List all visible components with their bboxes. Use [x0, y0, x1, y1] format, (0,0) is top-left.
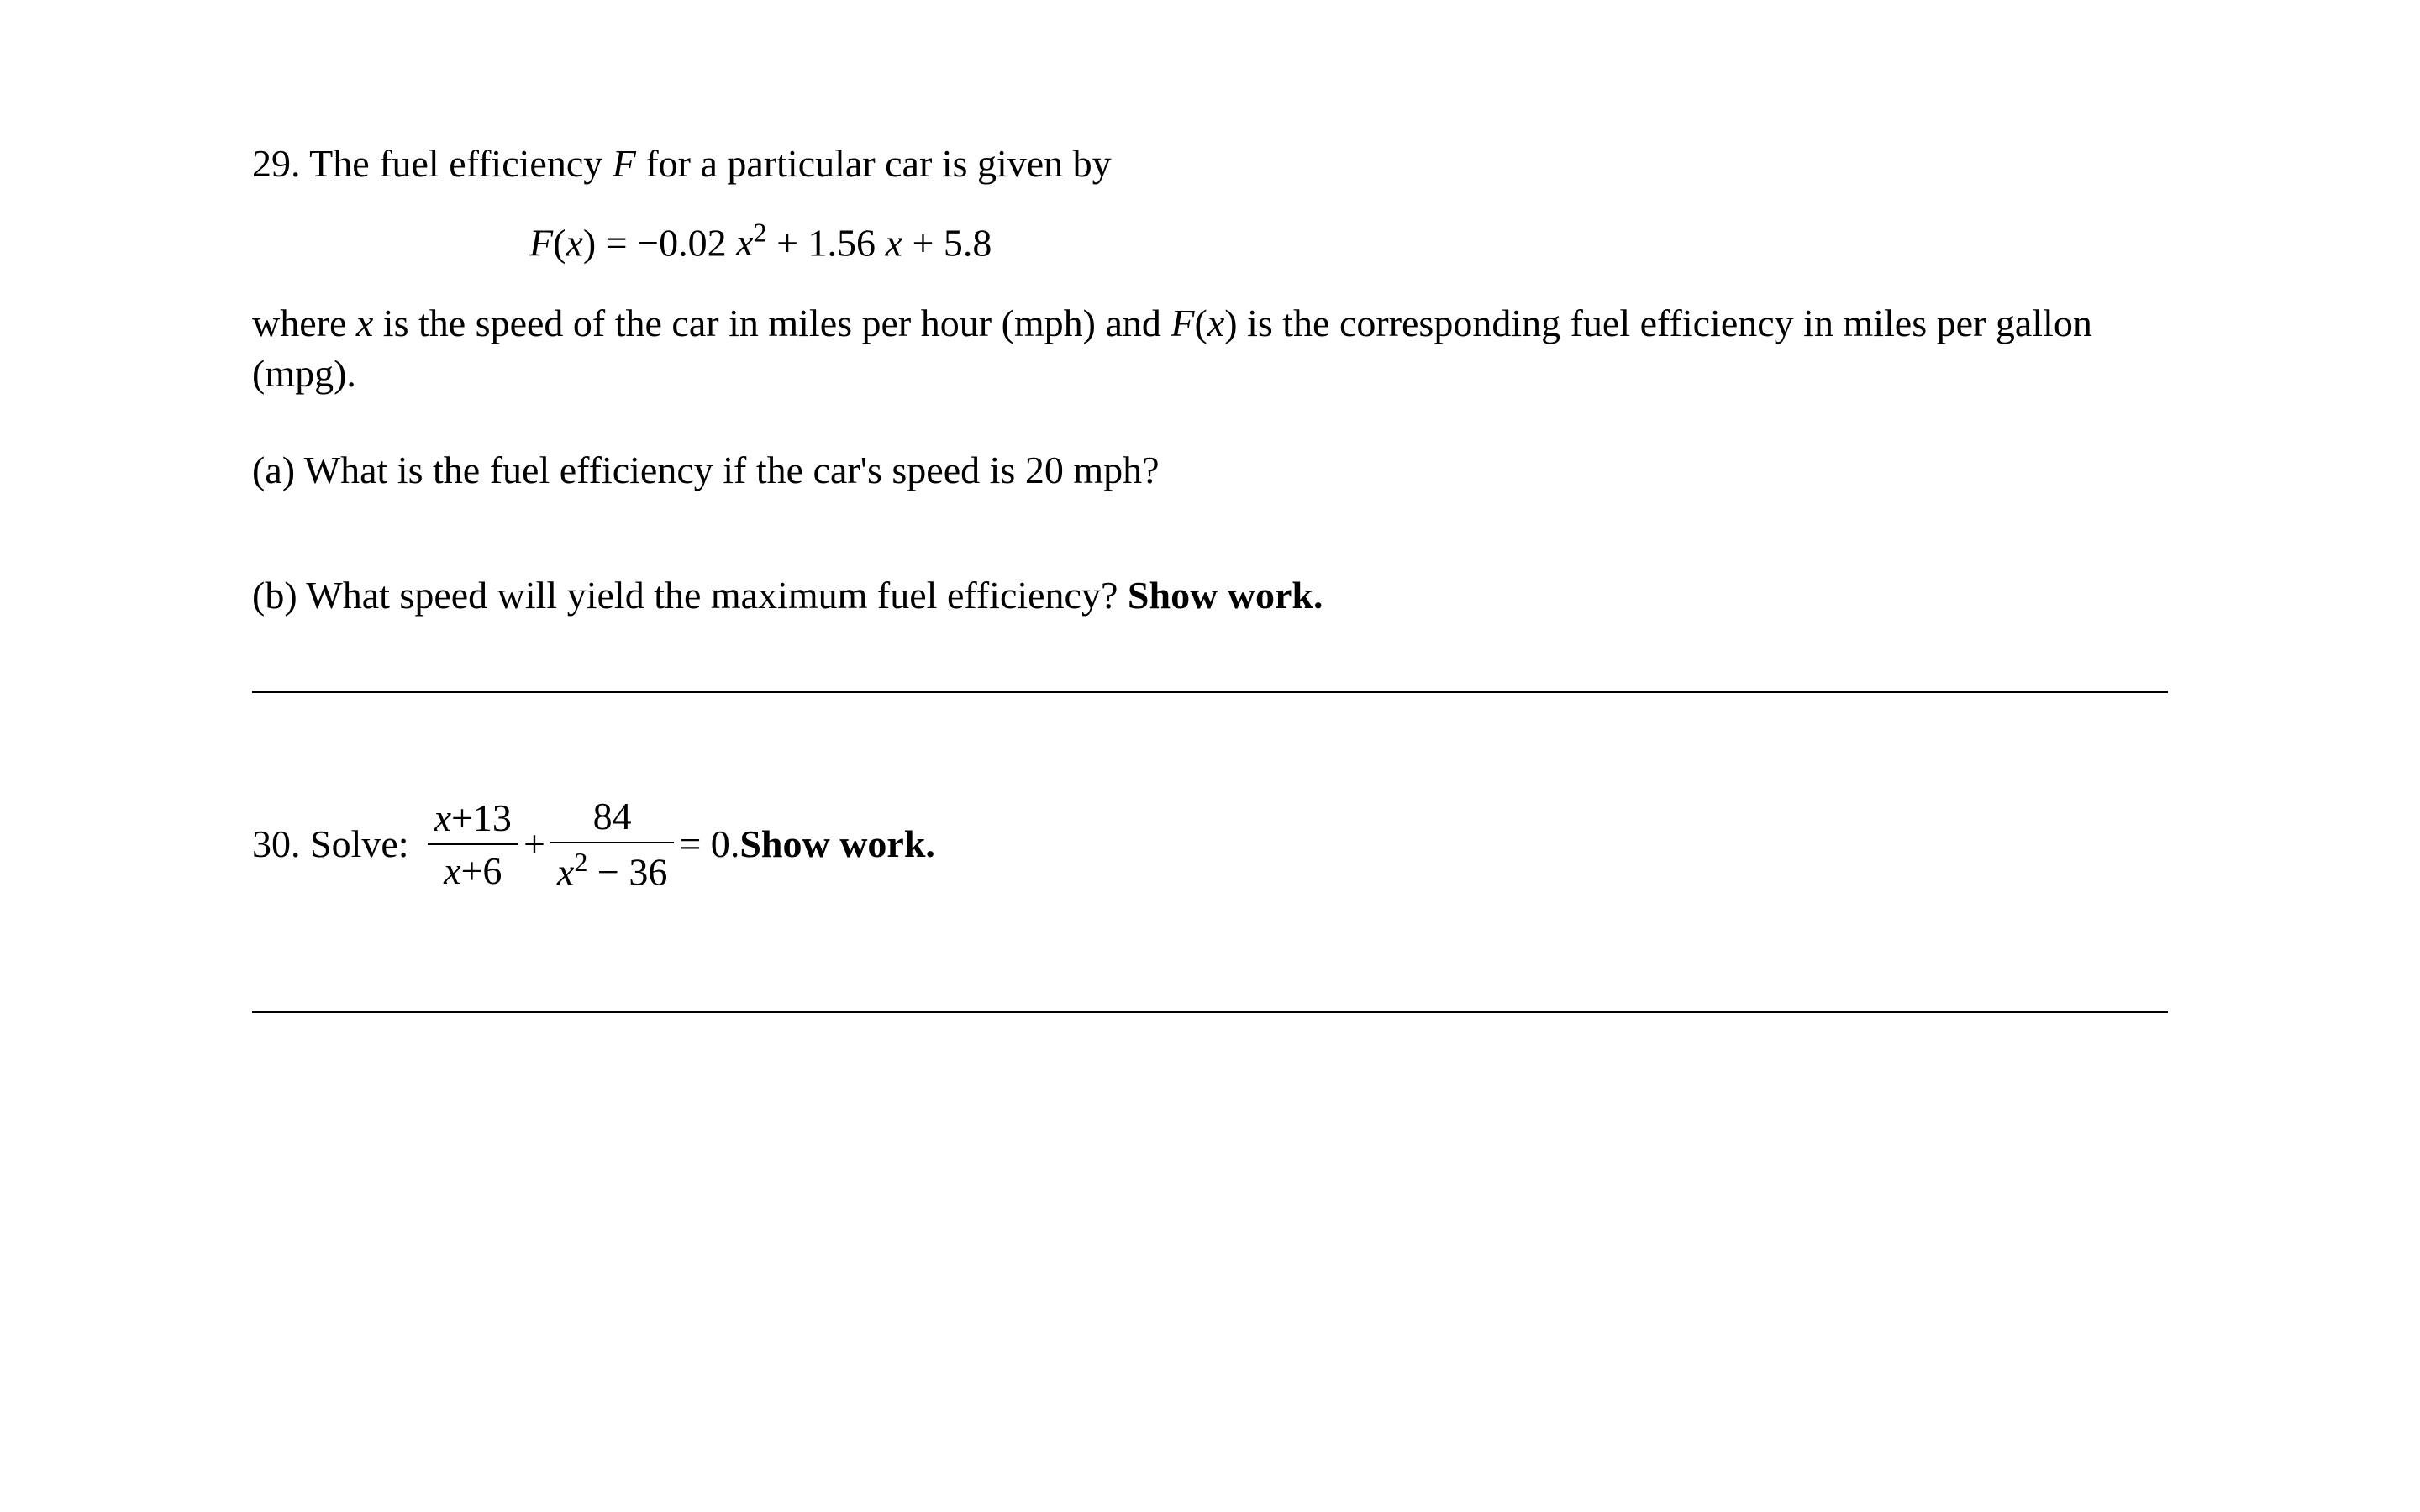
desc-var-x2: x: [1207, 302, 1224, 344]
eq-lparen: (: [553, 221, 566, 264]
frac2-den-x: x: [557, 850, 574, 893]
intro-suffix: for a particular car is given by: [636, 142, 1112, 185]
solve-label: Solve:: [301, 822, 409, 865]
frac1-den-x: x: [444, 849, 460, 892]
problem-29-description: where x is the speed of the car in miles…: [252, 298, 2168, 399]
fraction-2: 84 x2 − 36: [550, 794, 674, 894]
intro-var: F: [613, 142, 636, 185]
divider-2: [252, 1011, 2168, 1013]
desc-var-x: x: [356, 302, 373, 344]
desc-var-F: F: [1171, 302, 1194, 344]
problem-29-intro: 29. The fuel efficiency F for a particul…: [252, 134, 2168, 192]
divider-1: [252, 691, 2168, 693]
problem-30: 30. Solve: x+13 x+6 + 84 x2 − 36 = 0 . S…: [252, 794, 2168, 894]
eq-coef-a: −0.02: [637, 221, 736, 264]
frac1-num-x: x: [434, 796, 451, 839]
eq-const-c: + 5.8: [902, 221, 992, 264]
desc-p3: (: [1195, 302, 1207, 344]
intro-prefix: The fuel efficiency: [309, 142, 613, 185]
eq-x2: x2: [736, 221, 767, 264]
fraction-1: x+13 x+6: [428, 795, 518, 893]
frac1-num-const: +13: [451, 796, 512, 839]
frac2-denominator: x2 − 36: [550, 843, 674, 894]
frac1-denominator: x+6: [428, 845, 518, 893]
frac2-den-const: − 36: [587, 850, 667, 893]
eq-x1: x: [886, 221, 902, 264]
show-work: Show work.: [739, 822, 935, 866]
desc-p1: where: [252, 302, 356, 344]
eq-var-x: x: [566, 221, 582, 264]
part-b-prefix: (b) What speed will yield the maximum fu…: [252, 574, 1128, 617]
plus-sign: +: [523, 822, 545, 866]
problem-30-label: 30. Solve:: [252, 822, 409, 866]
eq-coef-b: + 1.56: [767, 221, 886, 264]
problem-29-part-b: (b) What speed will yield the maximum fu…: [252, 566, 2168, 624]
eq-rparen-eq: ) =: [583, 221, 637, 264]
problem-29-equation: F(x) = −0.02 x2 + 1.56 x + 5.8: [252, 218, 2168, 265]
frac2-numerator: 84: [550, 794, 674, 843]
problem-number: 29.: [252, 142, 301, 185]
eq-x2-base: x: [736, 221, 753, 264]
problem-29: 29. The fuel efficiency F for a particul…: [252, 134, 2168, 624]
frac1-numerator: x+13: [428, 795, 518, 845]
frac1-den-const: +6: [460, 849, 502, 892]
desc-p2: is the speed of the car in miles per hou…: [373, 302, 1171, 344]
frac2-den-exp: 2: [574, 847, 587, 877]
problem-30-equation: x+13 x+6 + 84 x2 − 36 = 0 . Show work.: [423, 794, 935, 894]
eq-lhs-F: F: [529, 221, 553, 264]
period: .: [730, 822, 740, 866]
problem-29-part-a: (a) What is the fuel efficiency if the c…: [252, 441, 2168, 499]
equals-zero: = 0: [679, 822, 729, 866]
problem-30-number: 30.: [252, 822, 301, 865]
part-b-showwork: Show work.: [1128, 574, 1323, 617]
